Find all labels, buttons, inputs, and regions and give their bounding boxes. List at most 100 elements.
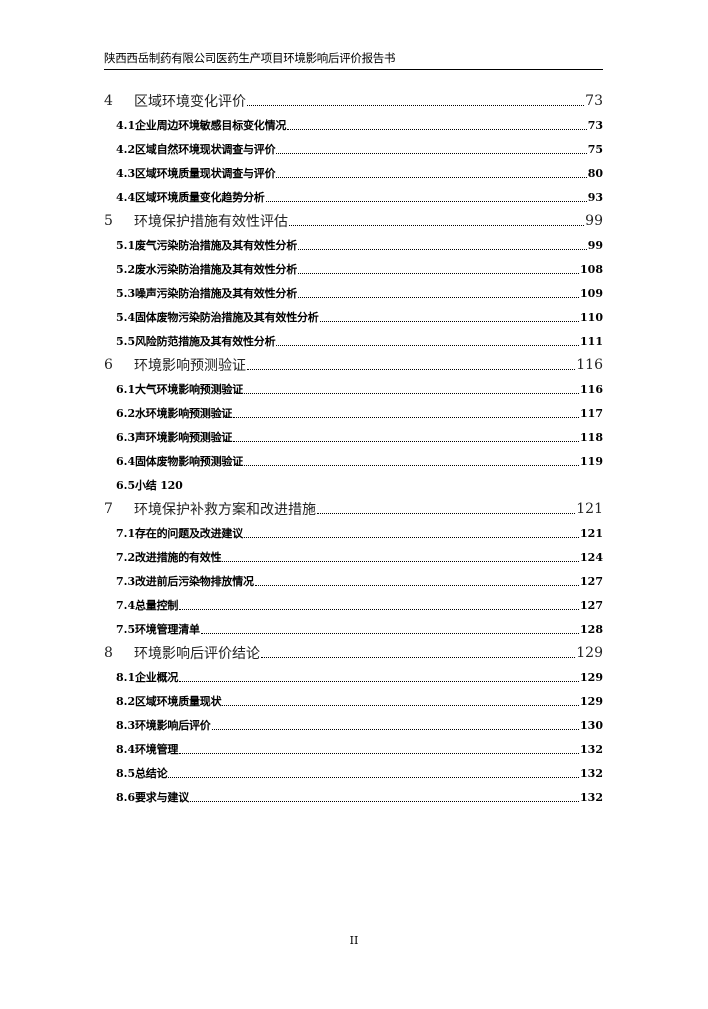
toc-entry-title: 环境影响后评价结论 [134,646,260,662]
toc-entry-number: 4.4 [116,190,136,204]
toc-entry-page: 132 [580,790,603,804]
toc-entry-title: 企业周边环境敏感目标变化情况 [135,119,287,132]
toc-section-entry[interactable]: 8.5 总结论 132 [104,761,603,785]
toc-entry-number: 5 [104,213,113,229]
toc-section-entry[interactable]: 4.4 区域环境质量变化趋势分析 93 [104,185,603,209]
toc-section-entry[interactable]: 7.4 总量控制 127 [104,593,603,617]
toc-section-entry[interactable]: 8.2 区域环境质量现状 129 [104,689,603,713]
toc-dot-leader [276,152,587,154]
toc-dot-leader [265,200,587,202]
toc-entry-number: 4 [104,93,113,109]
toc-entry-title: 风险防范措施及其有效性分析 [135,335,276,348]
toc-entry-title: 环境保护措施有效性评估 [134,214,288,230]
toc-entry-title: 改进措施的有效性 [135,551,222,564]
toc-entry-page: 110 [580,310,603,324]
toc-section-entry[interactable]: 5.1 废气污染防治措施及其有效性分析 99 [104,233,603,257]
toc-section-entry[interactable]: 8.4 环境管理 132 [104,737,603,761]
toc-section-entry[interactable]: 5.2 废水污染防治措施及其有效性分析 108 [104,257,603,281]
toc-section-entry[interactable]: 6.5 小结 120 [104,473,603,497]
toc-entry-number: 6.5 [116,478,136,492]
toc-section-entry[interactable]: 6.3 声环境影响预测验证 118 [104,425,603,449]
toc-dot-leader [317,512,576,514]
toc-section-entry[interactable]: 7.5 环境管理清单 128 [104,617,603,641]
toc-chapter-entry[interactable]: 6 环境影响预测验证 116 [104,353,603,377]
toc-section-entry[interactable]: 5.4 固体废物污染防治措施及其有效性分析 110 [104,305,603,329]
toc-entry-page: 132 [580,742,603,756]
toc-entry-number: 7 [104,501,113,517]
toc-entry-page: 127 [580,598,603,612]
toc-entry-number: 6 [104,357,113,373]
toc-chapter-entry[interactable]: 7 环境保护补救方案和改进措施 121 [104,497,603,521]
toc-section-entry[interactable]: 4.1 企业周边环境敏感目标变化情况 73 [104,113,603,137]
toc-section-entry[interactable]: 4.2 区域自然环境现状调查与评价 75 [104,137,603,161]
toc-entry-page: 108 [580,262,603,276]
toc-entry-title: 声环境影响预测验证 [135,431,233,444]
toc-entry-title: 环境管理清单 [135,623,200,636]
toc-dot-leader [222,704,580,706]
toc-dot-leader [319,320,580,322]
toc-entry-number: 7.1 [116,526,136,540]
toc-entry-page: 80 [587,166,603,180]
toc-dot-leader [261,656,576,658]
toc-section-entry[interactable]: 5.5 风险防范措施及其有效性分析 111 [104,329,603,353]
toc-entry-title: 总结论 [135,767,168,780]
toc-dot-leader [244,464,580,466]
toc-entry-page: 117 [580,406,603,420]
toc-entry-title: 区域环境质量变化趋势分析 [135,191,265,204]
toc-dot-leader [179,608,580,610]
toc-entry-page: 118 [580,430,603,444]
toc-entry-page: 132 [580,766,603,780]
toc-section-entry[interactable]: 6.4 固体废物影响预测验证 119 [104,449,603,473]
table-of-contents: 4 区域环境变化评价 73 4.1 企业周边环境敏感目标变化情况 73 4.2 区域自然环境现… [104,89,603,809]
toc-entry-number: 8 [104,645,113,661]
toc-chapter-entry[interactable]: 4 区域环境变化评价 73 [104,89,603,113]
toc-chapter-entry[interactable]: 8 环境影响后评价结论 129 [104,641,603,665]
toc-dot-leader [254,584,580,586]
toc-entry-page: 99 [585,213,603,229]
toc-section-entry[interactable]: 6.2 水环境影响预测验证 117 [104,401,603,425]
toc-dot-leader [233,440,580,442]
toc-section-entry[interactable]: 8.3 环境影响后评价 130 [104,713,603,737]
toc-section-entry[interactable]: 8.1 企业概况 129 [104,665,603,689]
toc-entry-title: 固体废物影响预测验证 [135,455,243,468]
toc-entry-number: 5.2 [116,262,136,276]
toc-section-entry[interactable]: 7.3 改进前后污染物排放情况 127 [104,569,603,593]
toc-section-entry[interactable]: 8.6 要求与建议 132 [104,785,603,809]
toc-entry-number: 7.2 [116,550,136,564]
toc-section-entry[interactable]: 6.1 大气环境影响预测验证 116 [104,377,603,401]
toc-section-entry[interactable]: 7.1 存在的问题及改进建议 121 [104,521,603,545]
toc-entry-title: 环境保护补救方案和改进措施 [134,502,316,518]
toc-entry-number: 5.5 [116,334,136,348]
toc-entry-number: 5.1 [116,238,136,252]
toc-entry-page: 127 [580,574,603,588]
toc-dot-leader [298,272,580,274]
toc-entry-page: 129 [576,645,603,661]
toc-entry-title: 区域环境变化评价 [134,94,246,110]
toc-entry-title: 环境影响预测验证 [134,358,246,374]
toc-entry-page: 129 [580,670,603,684]
toc-entry-page: 128 [580,622,603,636]
toc-entry-page: 121 [576,501,603,517]
toc-section-entry[interactable]: 7.2 改进措施的有效性 124 [104,545,603,569]
toc-entry-number: 6.3 [116,430,136,444]
toc-entry-number: 8.5 [116,766,136,780]
toc-dot-leader [244,536,580,538]
toc-entry-page: 129 [580,694,603,708]
toc-entry-number: 8.6 [116,790,136,804]
toc-entry-title: 要求与建议 [135,791,189,804]
toc-dot-leader [233,416,580,418]
toc-section-entry[interactable]: 4.3 区域环境质量现状调查与评价 80 [104,161,603,185]
toc-chapter-entry[interactable]: 5 环境保护措施有效性评估 99 [104,209,603,233]
toc-dot-leader [179,680,580,682]
toc-entry-title: 改进前后污染物排放情况 [135,575,254,588]
toc-entry-title: 环境影响后评价 [135,719,211,732]
toc-entry-page: 130 [580,718,603,732]
toc-entry-title: 固体废物污染防治措施及其有效性分析 [135,311,319,324]
toc-entry-page: 99 [587,238,603,252]
toc-entry-title: 区域环境质量现状 [135,695,222,708]
toc-entry-title: 水环境影响预测验证 [135,407,233,420]
toc-dot-leader [168,776,580,778]
toc-dot-leader [179,752,580,754]
toc-section-entry[interactable]: 5.3 噪声污染防治措施及其有效性分析 109 [104,281,603,305]
toc-entry-title: 企业概况 [135,671,179,684]
